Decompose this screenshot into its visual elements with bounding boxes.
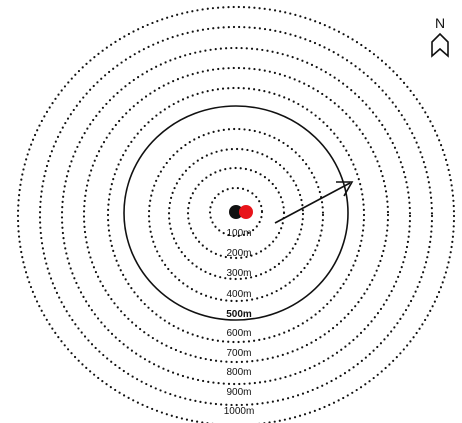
- distance-ring-400m: [147, 127, 325, 303]
- red-point-marker: [239, 205, 253, 219]
- distance-ring-600m: [106, 86, 366, 344]
- distance-ring-label: 200m: [226, 248, 251, 259]
- distance-ring-label: 100m: [226, 228, 251, 239]
- distance-ring-900m: [38, 25, 434, 407]
- distance-ring-label: 700m: [226, 348, 251, 359]
- distance-ring-500m: [123, 105, 349, 321]
- distance-ring-100m: [208, 186, 264, 238]
- direction-arrow: [274, 182, 351, 224]
- distance-ring-700m: [82, 66, 390, 364]
- distance-ring-label: 900m: [226, 387, 251, 398]
- distance-rings: [16, 5, 456, 423]
- distance-ring-label: 400m: [226, 289, 251, 300]
- distance-ring-label: 500m: [226, 309, 252, 320]
- distance-ring-label: 1000m: [224, 406, 255, 417]
- distance-ring-300m: [167, 147, 305, 281]
- distance-ring-200m: [186, 166, 286, 260]
- distance-ring-label: 800m: [226, 367, 251, 378]
- distance-ring-1000m: [16, 5, 456, 423]
- north-arrow-icon: [431, 32, 449, 58]
- direction-arrow-head-icon: [336, 181, 354, 197]
- black-point-marker: [229, 205, 243, 219]
- north-indicator: N: [431, 15, 449, 58]
- distance-ring-label: 300m: [226, 268, 251, 279]
- distance-ring-800m: [60, 46, 412, 386]
- north-label: N: [435, 15, 445, 31]
- distance-ring-labels: 100m 200m 300m 400m 500m 600m 700m 800m 900m 1000…: [224, 228, 255, 417]
- distance-ring-label: 600m: [226, 328, 251, 339]
